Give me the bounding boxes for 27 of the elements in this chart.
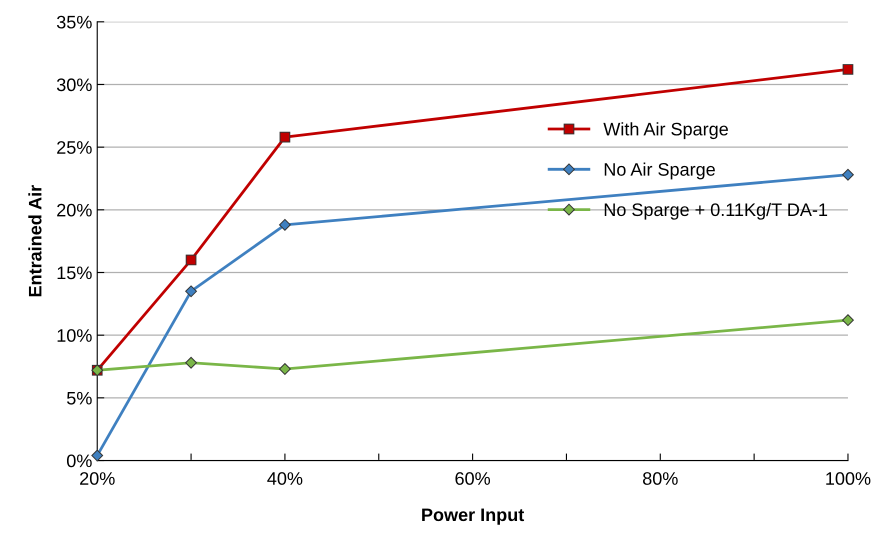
point <box>185 356 197 369</box>
x-axis-title: Power Input <box>422 508 524 525</box>
point <box>279 363 291 375</box>
legend-label: With Air Sparge <box>603 122 728 140</box>
y-tick-label: 5% <box>67 392 92 405</box>
y-tick-label: 30% <box>56 78 92 92</box>
point <box>842 314 854 326</box>
y-tick-label: 35% <box>56 16 92 29</box>
point <box>186 254 196 266</box>
x-tick-label: 80% <box>643 472 678 485</box>
x-tick-label: 40% <box>267 472 302 485</box>
y-tick-label: 0% <box>66 454 92 468</box>
point <box>185 285 197 298</box>
point <box>280 132 290 142</box>
point <box>842 64 854 75</box>
x-tick-label: 60% <box>455 472 490 485</box>
y-axis-title: Entrained Air <box>28 185 42 296</box>
point <box>279 218 291 231</box>
x-tick-label: 20% <box>80 472 115 485</box>
point <box>842 168 854 181</box>
x-tick-label: 100% <box>826 472 870 485</box>
legend-label: No Air Sparge <box>604 162 715 180</box>
legend-label: No Sparge + 0.11Kg/T DA-1 <box>604 202 828 220</box>
y-tick-label: 10% <box>58 329 92 342</box>
y-tick-label: 15% <box>58 266 92 280</box>
y-tick-label: 20% <box>57 204 92 217</box>
y-tick-label: 25% <box>57 141 92 154</box>
